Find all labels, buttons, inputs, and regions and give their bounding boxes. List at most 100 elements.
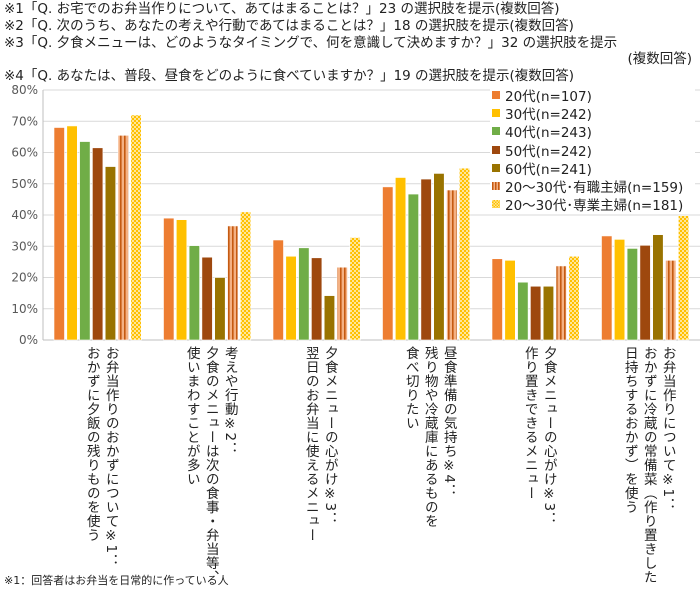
legend-item: 30代(n=242)	[490, 104, 695, 124]
bar	[458, 167, 471, 341]
x-category-label: 夕食メニューの心がけ※3： 作り置きできるメニュー	[520, 346, 558, 526]
bar	[652, 234, 664, 341]
legend-swatch	[492, 145, 500, 154]
note-4: ※4「Q. あなたは、普段、昼食をどのように食べていますか？」19 の選択肢を提…	[4, 68, 575, 84]
x-category-line: 日持ちするおかず）を使う	[621, 346, 638, 514]
legend-item: 50代(n=242)	[490, 141, 695, 160]
bar	[298, 247, 310, 341]
bar	[66, 125, 78, 341]
bar	[227, 225, 239, 341]
bar	[491, 258, 503, 341]
bar	[394, 177, 407, 341]
x-category-line: 昼食準備の気持ち※4：	[440, 346, 457, 498]
note-3-cont: (複数回答)	[627, 51, 692, 67]
bar	[613, 239, 626, 341]
bar	[130, 114, 142, 341]
y-tick-label: 40%	[11, 208, 38, 222]
x-category-label: 昼食準備の気持ち※4： 残り物や冷蔵庫にあるものを 食べ切りたい	[401, 346, 458, 528]
bar	[53, 127, 65, 341]
y-tick-label: 30%	[11, 239, 38, 253]
legend-label: 60代(n=241)	[505, 161, 592, 178]
bar	[163, 217, 175, 341]
x-category-line: おかずに夕飯の残りものを使う	[83, 346, 100, 542]
y-tick-label: 50%	[11, 177, 38, 191]
legend-swatch	[492, 163, 500, 172]
bar	[201, 256, 213, 341]
legend-item: 20代(n=107)	[490, 86, 695, 106]
note-1: ※1「Q. お宅でのお弁当作りについて、あてはまることは？」23 の選択肢を提示…	[4, 1, 560, 17]
bar	[240, 211, 252, 341]
bar	[601, 235, 613, 341]
bar	[446, 189, 458, 341]
bar	[420, 178, 432, 341]
y-tick-label: 60%	[11, 146, 38, 160]
legend-label: 20～30代･有職主婦(n=159)	[505, 180, 684, 197]
x-category-line: お弁当作りのおかずについて※1：	[102, 346, 119, 568]
bar	[504, 260, 516, 341]
x-category-line: 食べ切りたい	[402, 346, 419, 430]
bar	[323, 295, 336, 341]
bar	[349, 237, 361, 341]
bar	[104, 166, 116, 341]
x-category-label: 夕食メニューの心がけ※3： 翌日のお弁当に使えるメニュー	[301, 346, 339, 542]
x-category-line: 考えや行動※2：	[221, 346, 238, 456]
y-tick-label: 20%	[11, 271, 38, 285]
bar	[517, 281, 529, 341]
legend: 20代(n=107) 30代(n=242) 40代(n=243) 50代(n=242)…	[490, 86, 695, 215]
bar	[639, 245, 651, 341]
bar	[272, 239, 284, 341]
note-3: ※3「Q. 夕食メニューは、どのようなタイミングで、何を意識して決めますか？」3…	[4, 35, 618, 51]
x-category-label: 考えや行動※2： 夕食のメニューは次の食事・弁当等、 使いまわすことが多い	[182, 346, 239, 584]
bar	[285, 255, 297, 341]
bar	[665, 260, 677, 341]
y-tick-label: 10%	[11, 302, 38, 316]
legend-item: 20～30代･専業主婦(n=181)	[490, 195, 695, 215]
y-tick-label: 0%	[19, 333, 38, 347]
bar	[542, 285, 555, 341]
legend-item: 20～30代･有職主婦(n=159)	[490, 177, 695, 197]
legend-item: 60代(n=241)	[490, 159, 695, 178]
legend-label: 30代(n=242)	[505, 107, 592, 124]
legend-label: 20～30代･専業主婦(n=181)	[505, 198, 684, 215]
bar	[407, 193, 419, 341]
x-category-line: 残り物や冷蔵庫にあるものを	[421, 346, 438, 528]
bar	[382, 186, 394, 341]
note-2: ※2「Q. 次のうち、あなたの考えや行動であてはまることは？」18 の選択肢を提…	[4, 18, 574, 34]
x-category-line: 作り置きできるメニュー	[521, 346, 538, 500]
x-category-line: 夕食メニューの心がけ※3：	[540, 346, 557, 526]
bar	[188, 245, 200, 341]
bar	[311, 257, 323, 341]
bar	[92, 147, 104, 341]
bar	[214, 277, 226, 341]
legend-item: 40代(n=243)	[490, 122, 695, 142]
legend-swatch	[492, 200, 500, 209]
legend-label: 50代(n=242)	[505, 143, 592, 160]
bar	[79, 141, 91, 341]
x-category-line: 夕食のメニューは次の食事・弁当等、	[202, 346, 219, 584]
x-category-line: 翌日のお弁当に使えるメニュー	[302, 346, 319, 542]
x-category-label: お弁当作りのおかずについて※1： おかずに夕飯の残りものを使う	[82, 346, 120, 568]
y-tick-label: 80%	[11, 83, 38, 97]
x-category-line: 使いまわすことが多い	[183, 346, 200, 486]
x-category-label: お弁当作りについて※1： おかずに冷蔵の常備菜（作り置きした 日持ちするおかず）を使…	[620, 346, 677, 584]
legend-swatch	[492, 91, 500, 100]
footnote: ※1：回答者はお弁当を日常的に作っている人	[4, 574, 229, 587]
bar	[336, 266, 348, 341]
legend-swatch	[492, 127, 500, 136]
x-category-line: お弁当作りについて※1：	[659, 346, 676, 512]
bar	[117, 135, 129, 341]
bar	[555, 265, 567, 341]
bar	[626, 248, 638, 341]
legend-swatch	[492, 109, 500, 118]
bar	[176, 219, 188, 341]
bar	[530, 285, 542, 341]
legend-label: 20代(n=107)	[505, 89, 592, 106]
y-tick-label: 70%	[11, 114, 38, 128]
legend-swatch	[492, 182, 500, 191]
x-category-line: 夕食メニューの心がけ※3：	[321, 346, 338, 526]
legend-label: 40代(n=243)	[505, 125, 592, 142]
bar	[568, 255, 580, 341]
bar	[677, 215, 690, 341]
